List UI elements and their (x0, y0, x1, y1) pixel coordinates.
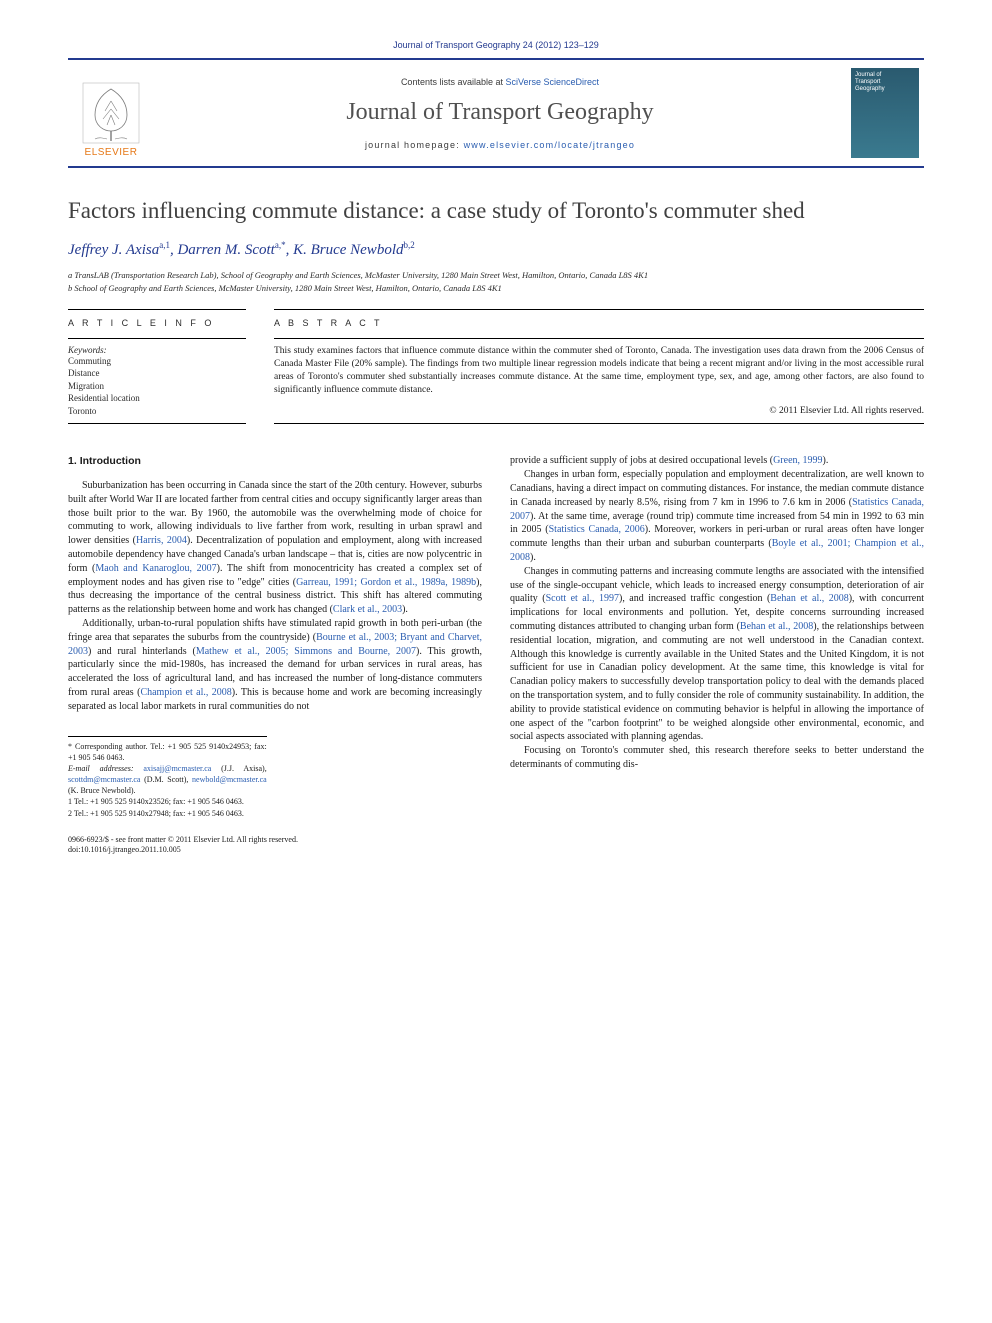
author-marks: a,1 (159, 240, 170, 250)
cover-text: Journal of Transport Geography (855, 72, 915, 94)
rule-left-2 (68, 423, 246, 424)
article-info-column: A R T I C L E I N F O Keywords: Commutin… (68, 318, 246, 418)
section-title: Introduction (80, 455, 141, 467)
info-rule (68, 338, 246, 339)
keyword: Toronto (68, 405, 246, 418)
author-2: Darren M. Scotta,* (177, 242, 285, 258)
rule-right (274, 309, 924, 310)
abstract-copyright: © 2011 Elsevier Ltd. All rights reserved… (274, 406, 924, 416)
citation-link[interactable]: Clark et al., 2003 (333, 604, 402, 615)
journal-name: Journal of Transport Geography (164, 99, 836, 126)
citation-link[interactable]: Behan et al., 2008 (740, 621, 813, 632)
footnote-1: 1 Tel.: +1 905 525 9140x23526; fax: +1 9… (68, 796, 267, 807)
author-name: Darren M. Scott (177, 242, 274, 258)
cover-block: Journal of Transport Geography (846, 66, 924, 160)
emails-label: E-mail addresses: (68, 764, 143, 773)
cover-line-2: Transport (855, 79, 880, 85)
page-footer: 0966-6923/$ - see front matter © 2011 El… (68, 835, 924, 856)
sciencedirect-link[interactable]: SciVerse ScienceDirect (506, 77, 600, 87)
banner-center: Contents lists available at SciVerse Sci… (154, 66, 846, 160)
keyword: Commuting (68, 355, 246, 368)
abstract-heading: A B S T R A C T (274, 318, 924, 328)
paragraph-6: Focusing on Toronto's commuter shed, thi… (510, 744, 924, 772)
contents-prefix: Contents lists available at (401, 77, 506, 87)
paragraph-4: Changes in urban form, especially popula… (510, 468, 924, 565)
rule-right-2 (274, 423, 924, 424)
section-number: 1. (68, 455, 77, 467)
author-marks: a,* (275, 240, 286, 250)
abstract-rule (274, 338, 924, 339)
affiliations: a TransLAB (Transportation Research Lab)… (68, 269, 924, 295)
citation-link[interactable]: Green, 1999 (773, 455, 822, 466)
homepage-prefix: journal homepage: (365, 140, 464, 150)
citation-link[interactable]: Maoh and Kanaroglou, 2007 (95, 563, 216, 574)
cover-line-3: Geography (855, 86, 885, 92)
author-marks: b,2 (403, 240, 414, 250)
info-abstract-row: A R T I C L E I N F O Keywords: Commutin… (68, 318, 924, 418)
citation-link[interactable]: Behan et al., 2008 (770, 593, 848, 604)
contents-available-line: Contents lists available at SciVerse Sci… (164, 77, 836, 87)
citation-link[interactable]: Harris, 2004 (136, 535, 187, 546)
homepage-url[interactable]: www.elsevier.com/locate/jtrangeo (464, 140, 635, 150)
section-heading: 1. Introduction (68, 454, 482, 468)
keyword: Migration (68, 380, 246, 393)
citation-link[interactable]: Champion et al., 2008 (140, 687, 231, 698)
citation-link[interactable]: Statistics Canada, 2006 (549, 524, 645, 535)
footnote-2: 2 Tel.: +1 905 525 9140x27948; fax: +1 9… (68, 808, 267, 819)
text: ) and rural hinterlands ( (88, 646, 196, 657)
paragraph-5: Changes in commuting patterns and increa… (510, 565, 924, 744)
body-columns: 1. Introduction Suburbanization has been… (68, 454, 924, 818)
text: (K. Bruce Newbold). (68, 786, 136, 795)
email-link[interactable]: newbold@mcmaster.ca (192, 775, 267, 784)
keywords-list: Commuting Distance Migration Residential… (68, 355, 246, 418)
text: provide a sufficient supply of jobs at d… (510, 455, 773, 466)
email-link[interactable]: axisajj@mcmaster.ca (143, 764, 211, 773)
article-info-heading: A R T I C L E I N F O (68, 318, 246, 328)
running-header: Journal of Transport Geography 24 (2012)… (68, 40, 924, 50)
text: ), and increased traffic congestion ( (619, 593, 770, 604)
journal-homepage-line: journal homepage: www.elsevier.com/locat… (164, 140, 836, 150)
text: ). (402, 604, 408, 615)
citation-link[interactable]: Garreau, 1991; Gordon et al., 1989a, 198… (296, 577, 476, 588)
publisher-block: ELSEVIER (68, 66, 154, 160)
doi-line: doi:10.1016/j.jtrangeo.2011.10.005 (68, 845, 924, 855)
citation-link[interactable]: Mathew et al., 2005; Simmons and Bourne,… (196, 646, 416, 657)
elsevier-tree-icon (81, 81, 141, 145)
author-1: Jeffrey J. Axisaa,1 (68, 242, 170, 258)
author-name: K. Bruce Newbold (293, 242, 403, 258)
author-list: Jeffrey J. Axisaa,1, Darren M. Scotta,*,… (68, 240, 924, 259)
paragraph-3: provide a sufficient supply of jobs at d… (510, 454, 924, 468)
citation-link[interactable]: Scott et al., 1997 (546, 593, 619, 604)
article-title: Factors influencing commute distance: a … (68, 198, 924, 224)
footnote-corresponding: * Corresponding author. Tel.: +1 905 525… (68, 741, 267, 763)
cover-line-1: Journal of (855, 72, 881, 78)
abstract-text: This study examines factors that influen… (274, 345, 924, 398)
publisher-name: ELSEVIER (85, 147, 138, 158)
rule-left (68, 309, 246, 310)
affiliation-b: b School of Geography and Earth Sciences… (68, 282, 924, 295)
keywords-label: Keywords: (68, 345, 246, 355)
email-link[interactable]: scottdm@mcmaster.ca (68, 775, 140, 784)
keyword: Distance (68, 367, 246, 380)
paragraph-2: Additionally, urban-to-rural population … (68, 617, 482, 714)
text: (D.M. Scott), (140, 775, 192, 784)
journal-cover-thumbnail: Journal of Transport Geography (851, 68, 919, 158)
keyword: Residential location (68, 392, 246, 405)
journal-banner: ELSEVIER Contents lists available at Sci… (68, 58, 924, 168)
affiliation-a: a TransLAB (Transportation Research Lab)… (68, 269, 924, 282)
text: ). (530, 552, 536, 563)
text: ), the relationships between residential… (510, 621, 924, 742)
paragraph-1: Suburbanization has been occurring in Ca… (68, 479, 482, 617)
author-3: K. Bruce Newboldb,2 (293, 242, 415, 258)
abstract-column: A B S T R A C T This study examines fact… (274, 318, 924, 418)
footnote-emails: E-mail addresses: axisajj@mcmaster.ca (J… (68, 763, 267, 797)
footnotes-block: * Corresponding author. Tel.: +1 905 525… (68, 736, 267, 819)
text: ). (823, 455, 829, 466)
author-name: Jeffrey J. Axisa (68, 242, 159, 258)
text: (J.J. Axisa), (211, 764, 266, 773)
issn-line: 0966-6923/$ - see front matter © 2011 El… (68, 835, 924, 845)
